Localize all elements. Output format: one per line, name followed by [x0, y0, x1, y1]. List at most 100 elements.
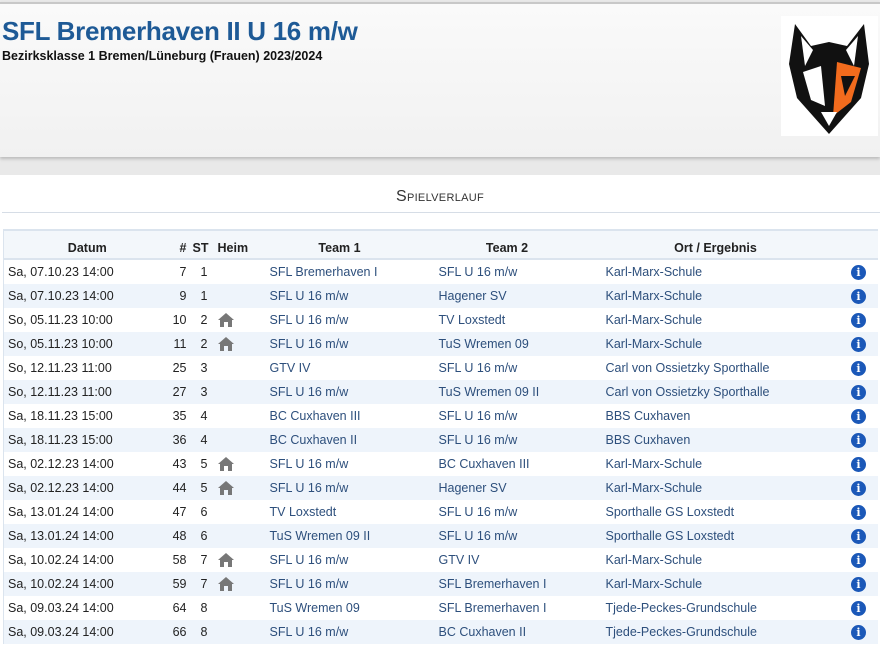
table-row: Sa, 09.03.24 14:00 66 8 SFL U 16 m/w BC Cuxh… — [3, 620, 878, 644]
home-icon — [217, 457, 234, 472]
game-number: 27 — [170, 380, 187, 404]
info-icon[interactable]: i — [851, 504, 866, 520]
team2-link[interactable]: SFL U 16 m/w — [438, 505, 518, 519]
info-icon[interactable]: i — [851, 456, 866, 472]
home-icon — [217, 577, 234, 592]
table-row: Sa, 02.12.23 14:00 43 5 SFL U 16 m/w BC Cuxh… — [4, 452, 879, 476]
team1-link[interactable]: SFL U 16 m/w — [255, 380, 424, 404]
col-team2: Team 2 — [423, 230, 591, 260]
team2-link[interactable]: BC Cuxhaven II — [423, 620, 591, 644]
game-number: 58 — [172, 553, 187, 567]
team1-link[interactable]: GTV IV — [269, 361, 311, 375]
venue-link[interactable]: Karl-Marx-Schule — [590, 284, 841, 308]
venue-link[interactable]: Tjede-Peckes-Grundschule — [605, 601, 757, 615]
home-icon — [217, 553, 234, 568]
team1-link[interactable]: SFL Bremerhaven I — [269, 265, 378, 279]
schedule-table: Datum # ST Heim Team 1 Team 2 Ort / Erge… — [3, 229, 878, 644]
info-icon[interactable]: i — [851, 552, 866, 568]
matchday: 6 — [186, 524, 215, 548]
matchday: 6 — [200, 505, 208, 519]
venue-link[interactable]: Karl-Marx-Schule — [605, 553, 703, 567]
venue-link[interactable]: Carl von Ossietzky Sporthalle — [590, 380, 841, 404]
venue-link[interactable]: BBS Cuxhaven — [590, 428, 841, 452]
table-row: Sa, 10.02.24 14:00 59 7 SFL U 16 m/w SFL Bre… — [3, 572, 878, 596]
table-row: So, 05.11.23 10:00 10 2 SFL U 16 m/w TV Loxs… — [4, 308, 879, 332]
team1-link[interactable]: SFL U 16 m/w — [269, 457, 349, 471]
team2-link[interactable]: BC Cuxhaven III — [438, 457, 530, 471]
divider — [2, 212, 880, 213]
team2-link[interactable]: SFL U 16 m/w — [423, 524, 591, 548]
team2-link[interactable]: TV Loxstedt — [438, 313, 506, 327]
team2-link[interactable]: SFL Bremerhaven I — [438, 601, 547, 615]
info-icon[interactable]: i — [851, 384, 866, 400]
info-icon[interactable]: i — [851, 528, 866, 544]
venue-link[interactable]: Karl-Marx-Schule — [605, 265, 703, 279]
team1-link[interactable]: SFL U 16 m/w — [255, 620, 424, 644]
table-row: Sa, 18.11.23 15:00 35 4 BC Cuxhaven III SFL … — [4, 404, 879, 428]
team2-link[interactable]: SFL Bremerhaven I — [423, 572, 591, 596]
date-cell: So, 12.11.23 11:00 — [3, 380, 171, 404]
date-cell: Sa, 10.02.24 14:00 — [8, 553, 114, 567]
venue-link[interactable]: Karl-Marx-Schule — [590, 332, 841, 356]
home-icon — [217, 337, 234, 352]
team2-link[interactable]: SFL U 16 m/w — [423, 428, 591, 452]
game-number: 25 — [172, 361, 187, 375]
info-icon[interactable]: i — [851, 408, 866, 424]
date-cell: Sa, 18.11.23 15:00 — [3, 428, 171, 452]
venue-link[interactable]: Karl-Marx-Schule — [590, 572, 841, 596]
team1-link[interactable]: TuS Wremen 09 II — [255, 524, 424, 548]
team2-link[interactable]: SFL U 16 m/w — [438, 265, 518, 279]
matchday: 7 — [200, 553, 208, 567]
date-cell: So, 12.11.23 11:00 — [8, 361, 112, 375]
home-cell — [215, 596, 256, 620]
venue-link[interactable]: Sporthalle GS Loxstedt — [590, 524, 841, 548]
team2-link[interactable]: SFL U 16 m/w — [438, 361, 518, 375]
team1-link[interactable]: BC Cuxhaven III — [269, 409, 361, 423]
info-icon[interactable]: i — [851, 480, 866, 496]
info-icon[interactable]: i — [851, 360, 866, 376]
team1-link[interactable]: SFL U 16 m/w — [255, 572, 424, 596]
info-icon[interactable]: i — [851, 576, 866, 592]
team2-link[interactable]: GTV IV — [438, 553, 480, 567]
team1-link[interactable]: SFL U 16 m/w — [255, 332, 424, 356]
info-icon[interactable]: i — [851, 600, 866, 616]
venue-link[interactable]: Karl-Marx-Schule — [605, 313, 703, 327]
team2-link[interactable]: SFL U 16 m/w — [438, 409, 518, 423]
venue-link[interactable]: Sporthalle GS Loxstedt — [605, 505, 735, 519]
table-row: Sa, 02.12.23 14:00 44 5 SFL U 16 m/w Hagener… — [3, 476, 878, 500]
venue-link[interactable]: Carl von Ossietzky Sporthalle — [605, 361, 770, 375]
team2-link[interactable]: TuS Wremen 09 II — [423, 380, 591, 404]
team1-link[interactable]: BC Cuxhaven II — [255, 428, 424, 452]
team2-link[interactable]: Hagener SV — [423, 284, 591, 308]
matchday: 8 — [186, 620, 215, 644]
home-icon — [217, 481, 234, 496]
section-title: Spielverlauf — [395, 188, 485, 205]
home-cell — [214, 428, 256, 452]
info-icon[interactable]: i — [851, 624, 866, 640]
venue-link[interactable]: Karl-Marx-Schule — [605, 457, 703, 471]
team1-link[interactable]: SFL U 16 m/w — [255, 284, 424, 308]
info-icon[interactable]: i — [851, 288, 866, 304]
table-row: Sa, 13.01.24 14:00 48 6 TuS Wremen 09 II SFL… — [3, 524, 878, 548]
home-cell — [214, 380, 256, 404]
matchday: 5 — [200, 457, 208, 471]
table-row: So, 05.11.23 10:00 11 2 SFL U 16 m/w TuS Wre… — [3, 332, 878, 356]
team1-link[interactable]: SFL U 16 m/w — [269, 553, 349, 567]
team2-link[interactable]: Hagener SV — [423, 476, 591, 500]
team2-link[interactable]: TuS Wremen 09 — [423, 332, 591, 356]
matchday: 2 — [186, 332, 215, 356]
info-icon[interactable]: i — [851, 264, 866, 280]
venue-link[interactable]: Karl-Marx-Schule — [590, 476, 841, 500]
info-icon[interactable]: i — [851, 336, 866, 352]
info-icon[interactable]: i — [851, 312, 866, 328]
home-cell — [214, 572, 256, 596]
venue-link[interactable]: Tjede-Peckes-Grundschule — [590, 620, 841, 644]
team1-link[interactable]: SFL U 16 m/w — [255, 476, 424, 500]
matchday: 8 — [200, 601, 208, 615]
venue-link[interactable]: BBS Cuxhaven — [605, 409, 691, 423]
team1-link[interactable]: SFL U 16 m/w — [269, 313, 349, 327]
team1-link[interactable]: TuS Wremen 09 — [269, 601, 360, 615]
team1-link[interactable]: TV Loxstedt — [269, 505, 337, 519]
col-heim: Heim — [214, 230, 256, 260]
info-icon[interactable]: i — [851, 432, 866, 448]
